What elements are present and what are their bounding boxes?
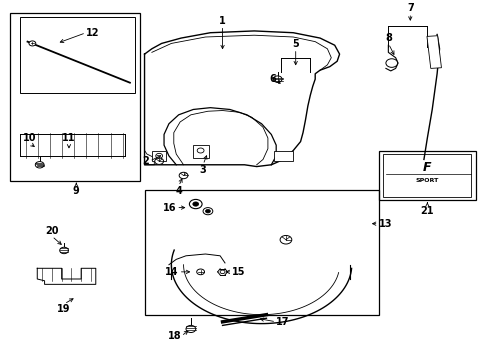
Circle shape [179, 172, 187, 179]
Text: 13: 13 [378, 219, 391, 229]
Text: 4: 4 [175, 186, 182, 196]
Text: 10: 10 [23, 133, 37, 143]
Circle shape [196, 269, 204, 275]
Text: F: F [422, 161, 431, 174]
Bar [10, 13, 140, 181]
Circle shape [192, 202, 198, 206]
Circle shape [156, 153, 162, 158]
Circle shape [29, 41, 36, 46]
Bar [20, 17, 135, 93]
Bar [273, 150, 293, 161]
Circle shape [273, 76, 282, 82]
Text: 2: 2 [142, 156, 149, 166]
Text: 8: 8 [384, 33, 391, 44]
Circle shape [280, 235, 291, 244]
Text: 20: 20 [45, 226, 59, 236]
Circle shape [197, 148, 203, 153]
Text: 18: 18 [167, 331, 181, 341]
Text: 6: 6 [269, 74, 276, 84]
Circle shape [385, 59, 397, 67]
Circle shape [60, 247, 68, 254]
Text: 14: 14 [165, 267, 178, 277]
Text: SPORT: SPORT [415, 178, 438, 183]
Circle shape [35, 162, 44, 168]
Bar [378, 150, 475, 201]
Text: 9: 9 [73, 186, 80, 196]
Text: 11: 11 [62, 133, 76, 143]
Bar [152, 150, 165, 161]
Circle shape [185, 325, 195, 333]
Bar [426, 36, 441, 68]
Bar [193, 145, 208, 158]
Circle shape [205, 210, 210, 213]
Text: 5: 5 [292, 39, 299, 49]
Circle shape [203, 208, 212, 215]
Text: 21: 21 [420, 206, 433, 216]
Circle shape [155, 158, 163, 165]
Text: 3: 3 [199, 165, 206, 175]
Text: 17: 17 [276, 317, 289, 327]
Text: 19: 19 [57, 304, 71, 314]
Circle shape [220, 270, 224, 274]
Text: 1: 1 [219, 15, 225, 26]
Text: 12: 12 [86, 28, 100, 38]
Text: 15: 15 [232, 267, 245, 277]
Text: 7: 7 [406, 3, 413, 13]
Text: 16: 16 [163, 203, 176, 213]
Bar [144, 190, 378, 315]
Bar [383, 154, 470, 197]
Circle shape [189, 199, 202, 209]
